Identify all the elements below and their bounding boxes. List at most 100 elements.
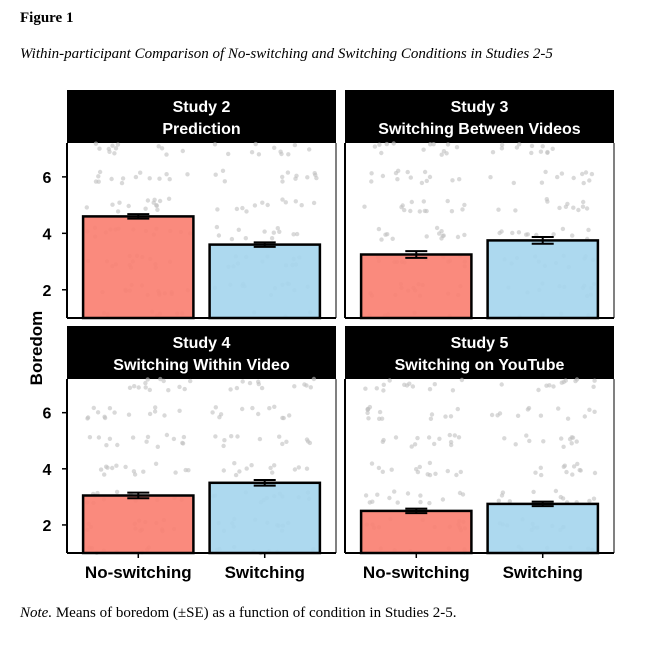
jitter-point [257,436,263,442]
jitter-point [447,432,452,438]
jitter-point [243,236,248,241]
jitter-point [280,179,285,184]
jitter-point [387,495,392,501]
jitter-point [556,406,561,411]
jitter-point [131,469,137,474]
jitter-point [145,198,151,203]
y-tick-label: 2 [43,518,52,535]
jitter-point [439,236,444,241]
y-tick-label: 6 [43,170,52,187]
jitter-point [126,203,131,209]
jitter-point [377,142,382,147]
jitter-point [544,197,549,202]
jitter-point [527,438,532,444]
jitter-point [173,470,178,475]
jitter-point [538,413,544,418]
x-tick-label: Switching [503,563,583,582]
jitter-point [376,226,382,232]
jitter-point [405,491,411,496]
jitter-point [581,199,586,205]
jitter-point [589,171,595,177]
jitter-point [217,415,222,420]
jitter-point [380,469,385,474]
jitter-point [272,463,277,468]
jitter-point [157,176,162,181]
jitter-point [424,234,429,239]
y-tick-label: 4 [43,226,52,243]
jitter-point [496,498,501,503]
jitter-point [565,201,570,207]
jitter-point [161,378,166,384]
jitter-point [510,230,515,236]
jitter-point [581,180,586,186]
jitter-point [389,467,394,472]
jitter-point [513,442,518,447]
jitter-point [171,436,177,442]
jitter-point [156,144,161,149]
jitter-point [419,180,425,186]
jitter-point [587,498,592,504]
jitter-point [214,224,220,230]
jitter-point [393,435,399,440]
jitter-point [229,236,235,242]
jitter-point [181,434,187,440]
jitter-point [119,180,125,186]
jitter-point [228,387,233,392]
jitter-point [410,384,416,389]
jitter-point [157,198,163,204]
jitter-point [434,225,440,231]
jitter-point [305,175,310,180]
jitter-point [115,142,121,147]
jitter-point [114,489,120,495]
jitter-point [499,493,505,498]
jitter-point [418,493,423,498]
jitter-point [213,405,218,410]
jitter-point [370,499,375,504]
jitter-point [138,170,143,175]
jitter-point [104,464,109,469]
jitter-point [377,416,382,421]
jitter-point [561,379,566,385]
jitter-point [232,461,237,466]
jitter-point [557,205,562,211]
jitter-point [213,434,218,439]
jitter-point [547,383,552,388]
jitter-point [402,207,407,213]
jitter-point [136,385,141,390]
x-tick-label: No-switching [85,563,192,582]
jitter-point [571,175,576,181]
jitter-point [280,441,285,447]
jitter-point [417,464,422,470]
jitter-point [592,409,597,414]
jitter-point [240,406,245,412]
jitter-point [490,150,496,155]
jitter-point [517,142,522,147]
y-tick-label: 2 [43,283,52,300]
jitter-point [421,199,426,204]
jitter-point [96,174,101,179]
jitter-point [369,179,374,184]
jitter-point [126,412,132,417]
jitter-point [460,492,466,497]
jitter-point [159,146,165,151]
jitter-point [166,388,171,393]
jitter-point [110,143,115,148]
jitter-point [433,471,438,476]
jitter-point [113,146,119,151]
jitter-point [107,149,112,154]
jitter-point [153,405,158,410]
jitter-point [513,208,518,213]
jitter-point [222,438,227,443]
jitter-point [292,142,298,148]
jitter-point [314,175,319,181]
jitter-point [499,229,504,234]
jitter-point [296,465,301,470]
jitter-point [366,416,371,421]
jitter-point [259,385,265,391]
note-prefix: Note. [20,605,53,621]
jitter-point [311,376,317,382]
figure-label: Figure 1 [20,10,74,26]
jitter-point [538,465,543,470]
jitter-point [123,464,128,470]
jitter-point [308,385,313,390]
